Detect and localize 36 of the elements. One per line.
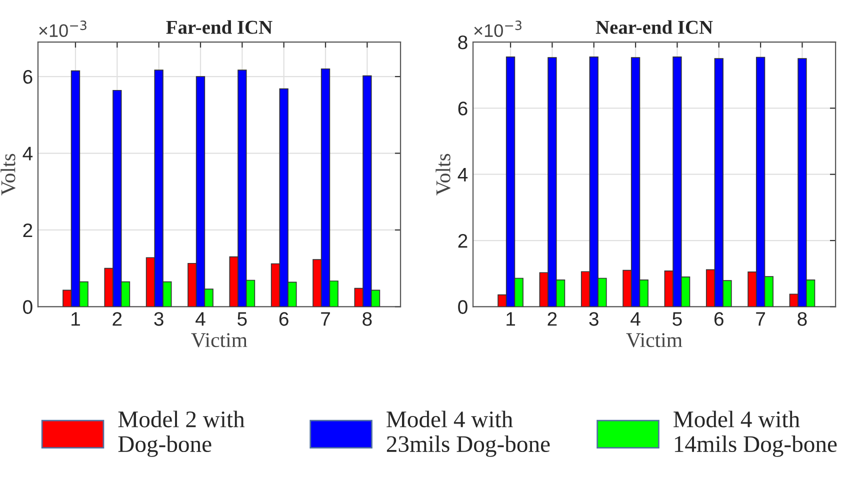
y-tick-label: 6 [458,102,468,116]
y-tick-label: 2 [458,234,468,248]
x-tick-label: 2 [112,312,122,326]
x-tick-label: 6 [714,312,724,326]
x-tick-label: 4 [630,312,640,326]
x-tick-label: 5 [238,312,247,326]
legend-label: Model 4 with 14mils Dog-bone [674,410,837,457]
y-tick-label: 4 [458,168,468,182]
y-tick-label: 6 [23,70,32,84]
y-tick-label: 8 [458,35,468,50]
y-tick-label: 0 [458,300,468,314]
x-tick-label: 3 [154,312,164,326]
x-tick-label: 8 [798,312,807,326]
x-tick-label: 1 [72,312,80,326]
x-tick-label: 5 [672,312,682,326]
y-axis-title: Volts [436,154,450,196]
x-tick-label: 7 [321,312,330,326]
x-tick-label: 2 [548,312,557,326]
y-axis-title: Volts [0,154,16,196]
y-tick-label: 2 [23,223,32,238]
y-tick-label: 4 [22,146,33,160]
x-tick-label: 3 [589,312,598,326]
x-tick-label: 1 [506,312,515,326]
x-axis-title: Victim [626,333,682,348]
x-tick-label: 4 [196,312,206,326]
x-tick-label: 8 [362,312,372,326]
y-tick-label: 0 [23,300,32,314]
legend-label: Model 4 with 23mils Dog-bone [386,410,550,457]
text: ×10$^{−3}$ [39,20,86,37]
text: ×10$^{−3}$ [474,20,522,37]
x-tick-label: 6 [279,312,288,326]
chart-title: Near-end ICN [596,20,713,34]
legend-label: Model 2 with Dog-bone [118,410,245,457]
x-tick-label: 7 [756,312,765,326]
x-axis-title: Victim [191,333,248,348]
chart-title: Far-end ICN [166,20,272,34]
